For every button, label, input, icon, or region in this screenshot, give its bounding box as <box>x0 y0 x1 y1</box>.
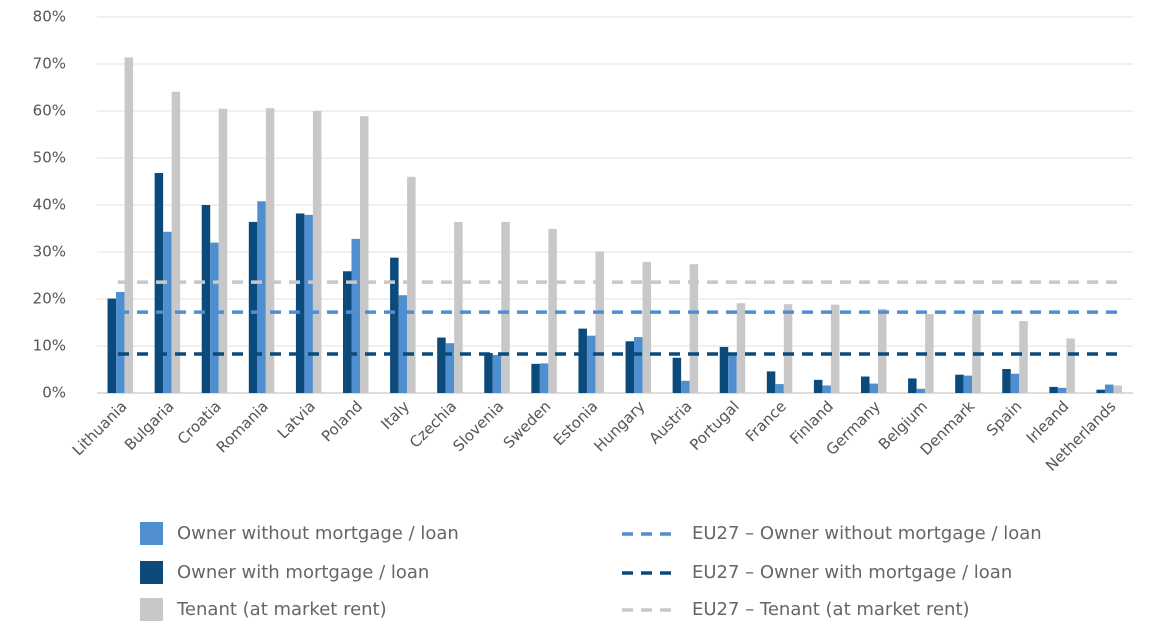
bar <box>925 314 934 393</box>
bar <box>689 264 699 393</box>
x-tick-label: Romania <box>213 397 272 456</box>
legend-swatch <box>140 522 163 545</box>
bar <box>201 205 211 393</box>
bar <box>586 335 596 393</box>
y-tick-label: 40% <box>33 196 66 214</box>
y-tick-label: 10% <box>33 337 66 355</box>
bar <box>501 221 510 393</box>
bar <box>265 108 275 394</box>
bar <box>248 221 258 393</box>
bar <box>578 328 587 393</box>
bar <box>955 374 964 393</box>
bar <box>124 57 134 394</box>
bar <box>257 201 266 393</box>
bar <box>304 214 313 393</box>
bar <box>210 242 219 393</box>
y-tick-label: 50% <box>33 149 66 167</box>
legend-label: EU27 – Owner with mortgage / loan <box>692 562 1012 583</box>
bar <box>813 379 823 393</box>
bar <box>360 116 369 394</box>
bar <box>822 385 831 393</box>
bar <box>1066 338 1075 393</box>
bar <box>539 363 549 393</box>
bar <box>398 295 408 393</box>
bar <box>484 353 493 393</box>
bar <box>595 251 604 393</box>
bar <box>407 176 416 393</box>
x-tick-label: Sweden <box>500 397 555 452</box>
bar <box>295 213 305 393</box>
bar <box>312 111 322 393</box>
bar <box>1002 369 1011 393</box>
legend-label: Owner without mortgage / loan <box>177 523 459 544</box>
bar <box>1113 385 1122 393</box>
bar <box>681 380 690 393</box>
x-tick-label: Poland <box>318 397 366 445</box>
bar <box>454 221 463 393</box>
bar <box>963 375 973 393</box>
bar <box>642 261 652 393</box>
bar <box>908 378 917 393</box>
bar <box>343 271 352 393</box>
bar <box>171 91 181 393</box>
y-tick-label: 20% <box>33 290 66 308</box>
y-tick-label: 30% <box>33 243 66 261</box>
bar <box>766 371 776 393</box>
bar <box>861 376 870 393</box>
x-tick-label: Lithuania <box>69 397 131 459</box>
bar <box>634 337 643 393</box>
bar <box>437 337 446 393</box>
bar <box>1010 373 1020 393</box>
y-tick-label: 70% <box>33 55 66 73</box>
y-tick-label: 60% <box>33 102 66 120</box>
bar <box>869 383 878 393</box>
bar <box>107 298 117 393</box>
x-tick-label: Italy <box>377 397 413 433</box>
legend-swatch <box>140 598 163 621</box>
bar <box>1057 387 1067 393</box>
bar <box>1019 321 1028 393</box>
bar <box>390 257 399 393</box>
y-tick-label: 0% <box>42 384 66 402</box>
legend-label: Tenant (at market rent) <box>176 599 387 620</box>
bar <box>445 343 455 393</box>
bar <box>736 303 746 393</box>
x-tick-label: Hungary <box>591 397 649 455</box>
bar <box>625 341 635 393</box>
x-tick-label: Portugal <box>686 397 743 454</box>
x-tick-label: France <box>742 397 790 445</box>
bar <box>351 238 360 393</box>
bar <box>1049 386 1058 393</box>
bar <box>218 108 228 394</box>
bar <box>548 228 557 393</box>
bar <box>783 304 793 393</box>
bar <box>163 231 172 393</box>
bar <box>728 353 737 393</box>
bar <box>1096 389 1105 393</box>
bar <box>492 354 502 393</box>
x-tick-label: Bulgaria <box>121 397 178 454</box>
bar <box>116 291 125 393</box>
bar <box>878 308 887 393</box>
bar <box>916 388 926 393</box>
legend-swatch <box>140 561 163 584</box>
legend-label: Owner with mortgage / loan <box>177 562 429 583</box>
bar <box>830 304 840 393</box>
x-tick-label: Slovenia <box>449 397 507 455</box>
bar <box>531 363 540 393</box>
y-tick-label: 80% <box>33 8 66 26</box>
legend-label: EU27 – Owner without mortgage / loan <box>692 523 1042 544</box>
bar <box>719 346 729 393</box>
legend-label: EU27 – Tenant (at market rent) <box>692 599 970 620</box>
x-tick-label: Latvia <box>274 397 319 442</box>
bar <box>672 357 682 393</box>
bar <box>775 384 784 393</box>
x-tick-label: Spain <box>983 397 1025 439</box>
bar <box>1104 384 1114 393</box>
